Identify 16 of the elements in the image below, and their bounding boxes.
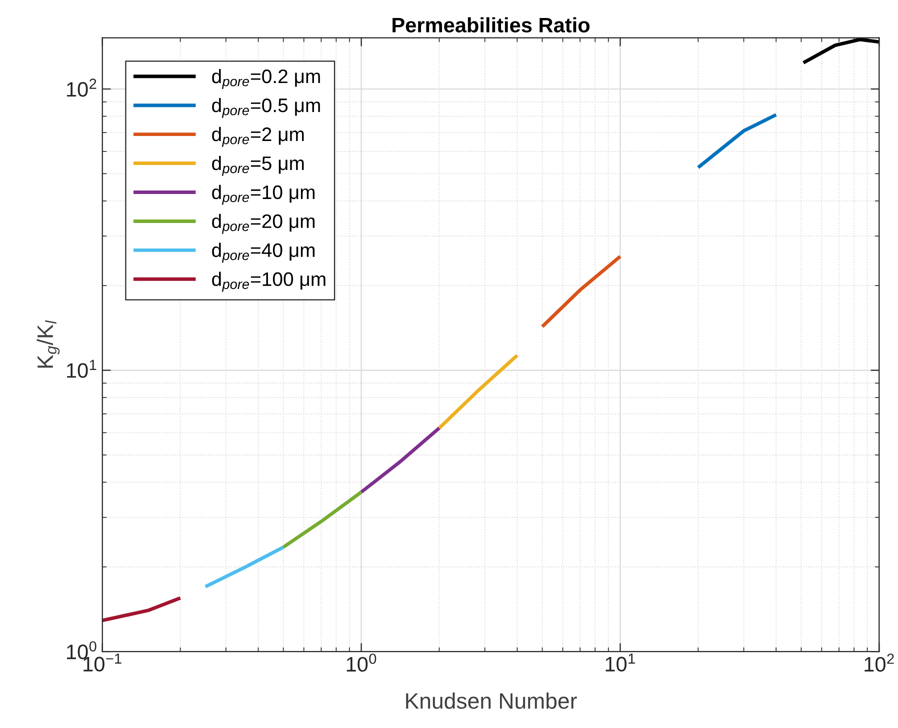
legend-label: d$_{pore}$=5 μm	[212, 156, 304, 176]
x-axis-title: Knudsen Number	[406, 692, 577, 709]
legend-label: d$_{pore}$=20 μm	[212, 214, 315, 234]
x-tick-label: 10$^{2}$	[864, 654, 894, 672]
legend-label: d$_{pore}$=2 μm	[212, 126, 304, 147]
legend-label: d$_{pore}$=100 μm	[212, 272, 326, 292]
y-tick-label: 10$^{1}$	[67, 360, 96, 378]
y-axis-title: K$_{g}$/K$_{l}$	[36, 320, 60, 368]
x-tick-label: 10$^{1}$	[606, 654, 635, 672]
y-tick-label: 10$^{2}$	[67, 78, 96, 97]
legend-label: d$_{pore}$=0.2 μm	[212, 68, 320, 89]
legend-label: d$_{pore}$=40 μm	[212, 242, 315, 263]
chart-title: Permeabilities Ratio	[392, 17, 590, 33]
legend-label: d$_{pore}$=0.5 μm	[212, 98, 320, 118]
x-tick-label: 10$^{0}$	[346, 654, 376, 672]
legend-label: d$_{pore}$=10 μm	[212, 184, 315, 205]
